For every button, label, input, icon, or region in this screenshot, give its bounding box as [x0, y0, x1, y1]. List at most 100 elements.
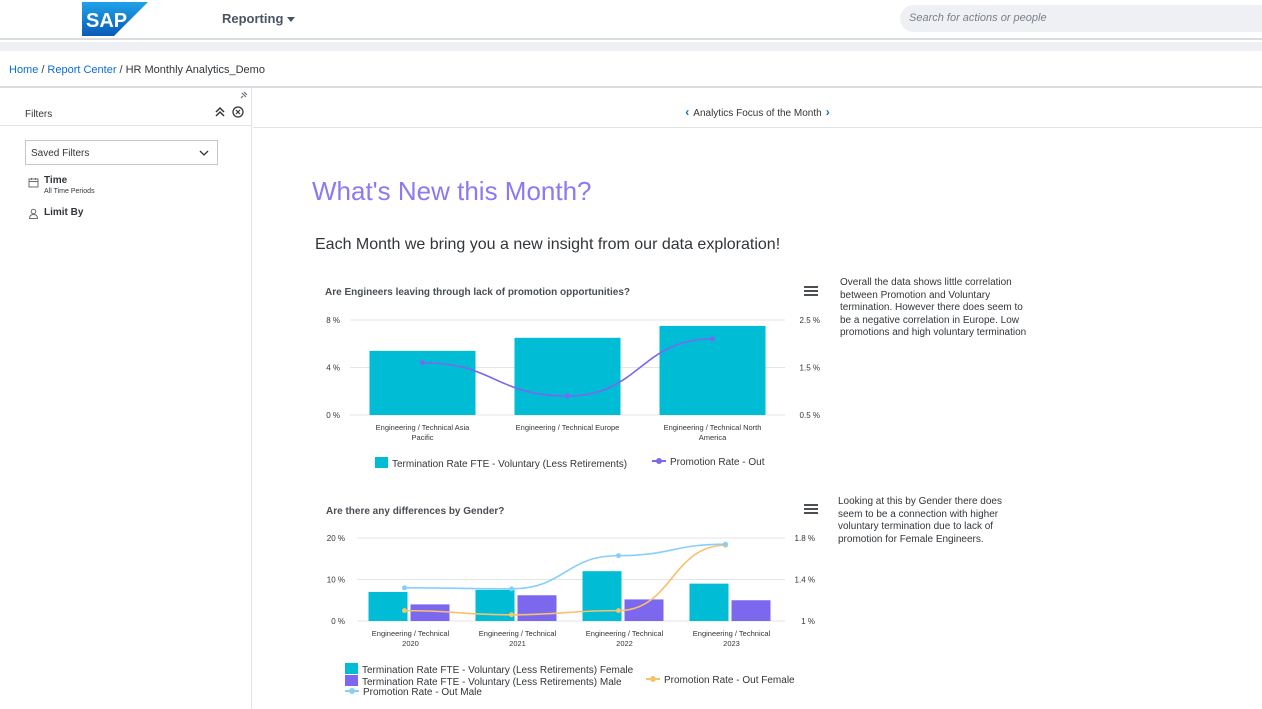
page-intro: Each Month we bring you a new insight fr… [315, 236, 781, 253]
chart-bar [731, 600, 771, 621]
chart2-legend-male-line[interactable]: Promotion Rate - Out Male [345, 687, 482, 698]
breadcrumb-current: HR Monthly Analytics_Demo [125, 64, 265, 76]
y-left-tick-label: 10 % [327, 576, 345, 585]
chart-bar [475, 589, 515, 621]
legend-swatch-lightblue-line [345, 688, 359, 694]
chart2-legend-female-line[interactable]: Promotion Rate - Out Female [646, 675, 795, 686]
x-category-label: Engineering / Technical [693, 629, 771, 638]
legend-swatch-teal [345, 663, 358, 674]
saved-filters-label: Saved Filters [31, 148, 90, 159]
caret-down-icon [287, 17, 296, 23]
chart-point [420, 360, 425, 366]
chart-point [616, 608, 621, 614]
chart2-note: Looking at this by Gender there does see… [838, 496, 1002, 545]
breadcrumb-bar: Home / Report Center / HR Monthly Analytics_… [0, 51, 1262, 88]
x-category-label: Engineering / Technical Asia [376, 423, 471, 432]
legend-swatch-purple [345, 675, 358, 686]
y-right-tick-label: 1.4 % [795, 576, 815, 585]
y-right-tick-label: 1.5 % [800, 364, 820, 373]
pin-icon[interactable] [239, 91, 248, 100]
chart-bar [624, 599, 664, 621]
x-category-label: Engineering / Technical [479, 629, 557, 638]
x-category-label: Engineering / Technical Europe [516, 423, 620, 432]
chart2-legend-male-bar[interactable]: Termination Rate FTE - Voluntary (Less R… [345, 675, 622, 688]
breadcrumb-separator: / [119, 64, 123, 76]
collapse-icon[interactable] [213, 105, 227, 119]
x-category-label: 2022 [616, 639, 633, 648]
y-left-tick-label: 0 % [331, 617, 345, 626]
y-left-tick-label: 8 % [326, 316, 340, 325]
chart-point [723, 541, 728, 547]
filter-panel: Filters Saved Filters Time All Time Peri… [0, 88, 252, 709]
chart-bar [514, 337, 621, 415]
chart1-legend-line[interactable]: Promotion Rate - Out [652, 457, 764, 468]
x-category-label: Pacific [411, 433, 433, 442]
chart-point [565, 393, 570, 399]
breadcrumb-separator: / [41, 64, 45, 76]
legend-label: Promotion Rate - Out Male [363, 687, 482, 698]
chart2-legend-female-bar[interactable]: Termination Rate FTE - Voluntary (Less R… [345, 663, 633, 676]
chart-series-line [404, 544, 726, 616]
person-icon [28, 208, 39, 219]
x-category-label: Engineering / Technical North [664, 423, 762, 432]
saved-filters-select[interactable]: Saved Filters [25, 140, 218, 165]
chart-point [402, 608, 407, 614]
legend-label: Promotion Rate - Out [670, 457, 765, 468]
chart-point [509, 586, 514, 592]
legend-label: Termination Rate FTE - Voluntary (Less R… [392, 459, 628, 470]
chart-bar [368, 591, 408, 621]
reset-icon[interactable] [231, 105, 245, 119]
legend-swatch-orange-line [646, 676, 660, 682]
focus-nav: ‹ Analytics Focus of the Month › [253, 105, 1262, 119]
legend-swatch-purple-line [652, 458, 666, 464]
chevron-down-icon [199, 150, 209, 156]
chart-point [710, 336, 715, 342]
chart-point [509, 612, 514, 618]
x-category-label: 2020 [402, 639, 419, 648]
focus-navigation-bar: ‹ Analytics Focus of the Month › [253, 88, 1262, 128]
chart-bar [582, 571, 622, 621]
calendar-icon [28, 178, 39, 188]
chart1-legend-bar[interactable]: Termination Rate FTE - Voluntary (Less R… [375, 457, 627, 470]
chart-bar [517, 595, 557, 621]
chart1-title: Are Engineers leaving through lack of pr… [325, 287, 631, 298]
search-input[interactable]: Search for actions or people [900, 5, 1262, 32]
focus-title: Analytics Focus of the Month [693, 108, 822, 119]
y-right-tick-label: 1 % [801, 617, 815, 626]
chart1-note: Overall the data shows little correlatio… [840, 277, 1027, 338]
chart-point [616, 553, 621, 559]
filter-time-label: Time [44, 175, 68, 186]
y-right-tick-label: 0.5 % [800, 411, 820, 420]
y-left-tick-label: 0 % [326, 411, 340, 420]
shell-subbar [0, 42, 1262, 51]
chart1-plot: 8 % 4 % 0 % 2.5 % 1.5 % 0.5 % Engineering / Te… [326, 316, 820, 442]
y-left-tick-label: 20 % [327, 534, 345, 543]
filters-header: Filters [0, 102, 252, 126]
chart2-title: Are there any differences by Gender? [326, 506, 505, 517]
search-placeholder: Search for actions or people [909, 12, 1047, 24]
chart-bar [689, 583, 729, 621]
logo-text: SAP [86, 10, 127, 32]
x-category-label: America [699, 433, 727, 442]
y-left-tick-label: 4 % [326, 364, 340, 373]
legend-label: Termination Rate FTE - Voluntary (Less R… [362, 665, 634, 676]
y-right-tick-label: 1.8 % [795, 534, 815, 543]
reporting-menu[interactable]: Reporting [222, 11, 296, 26]
previous-arrow-icon[interactable]: ‹ [685, 105, 690, 119]
chart-series-line [404, 543, 726, 590]
chart-bar [410, 604, 450, 621]
x-category-label: 2021 [509, 639, 526, 648]
chart1-menu-icon[interactable] [804, 286, 818, 298]
breadcrumb-home-link[interactable]: Home [9, 64, 39, 76]
x-category-label: 2023 [723, 639, 740, 648]
legend-label: Promotion Rate - Out Female [664, 675, 795, 686]
filters-title: Filters [25, 109, 53, 120]
next-arrow-icon[interactable]: › [825, 105, 830, 119]
legend-label: Termination Rate FTE - Voluntary (Less R… [362, 677, 622, 688]
filter-limit-by-label: Limit By [44, 207, 84, 218]
sap-logo[interactable]: SAP [82, 2, 148, 36]
breadcrumb-report-center-link[interactable]: Report Center [47, 64, 117, 76]
reporting-menu-label: Reporting [222, 11, 284, 26]
chart2-menu-icon[interactable] [804, 504, 818, 516]
legend-swatch-teal [375, 457, 388, 468]
